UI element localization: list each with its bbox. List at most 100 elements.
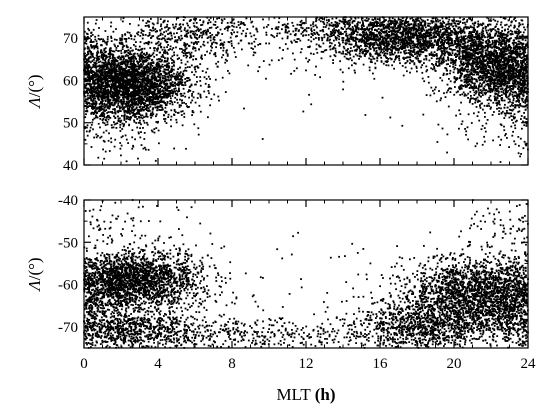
scatter-point — [113, 101, 116, 104]
scatter-point — [480, 23, 482, 26]
scatter-point — [100, 101, 102, 103]
scatter-point — [84, 99, 87, 102]
scatter-point — [412, 36, 415, 39]
scatter-point — [176, 83, 179, 85]
scatter-point — [365, 50, 367, 53]
scatter-point — [161, 79, 164, 82]
scatter-point — [369, 38, 372, 41]
scatter-point — [351, 49, 354, 52]
scatter-point — [452, 31, 454, 34]
scatter-point — [143, 61, 146, 63]
scatter-point — [449, 44, 451, 47]
scatter-point — [84, 116, 87, 119]
scatter-point — [460, 35, 463, 38]
scatter-point — [174, 75, 176, 78]
scatter-point — [331, 17, 334, 20]
scatter-point — [157, 40, 160, 43]
scatter-point — [158, 95, 161, 97]
scatter-point — [145, 58, 148, 61]
scatter-point — [120, 52, 123, 55]
scatter-point — [368, 33, 371, 36]
scatter-point — [412, 32, 415, 35]
scatter-point — [126, 59, 129, 62]
scatter-point — [118, 74, 120, 77]
scatter-point — [131, 109, 133, 112]
scatter-point — [436, 65, 439, 67]
scatter-point — [115, 95, 118, 97]
scatter-point — [172, 85, 174, 87]
scatter-point — [525, 98, 528, 101]
scatter-point — [451, 49, 454, 52]
scatter-point — [169, 85, 172, 88]
scatter-point — [376, 57, 379, 60]
scatter-point — [164, 49, 166, 52]
scatter-point — [188, 66, 191, 68]
scatter-point — [397, 55, 400, 58]
scatter-point — [139, 108, 142, 111]
scatter-point — [383, 50, 385, 53]
scatter-point — [137, 62, 139, 65]
scatter-point — [159, 88, 162, 90]
scatter-point — [129, 72, 131, 75]
scatter-point — [116, 96, 118, 99]
scatter-point — [94, 105, 97, 108]
scatter-point — [130, 67, 132, 70]
scatter-point — [338, 35, 341, 38]
scatter-point — [165, 82, 168, 85]
scatter-point — [337, 34, 339, 37]
scatter-point — [113, 79, 116, 82]
scatter-point — [156, 61, 159, 64]
scatter-point — [484, 40, 487, 43]
scatter-point — [416, 34, 419, 37]
scatter-point — [165, 68, 167, 71]
scatter-point — [118, 89, 121, 92]
scatter-point — [409, 56, 412, 58]
scatter-point — [131, 98, 134, 100]
scatter-point — [418, 35, 421, 38]
scatter-point — [152, 98, 155, 101]
scatter-point — [342, 41, 344, 44]
scatter-point — [500, 124, 503, 127]
scatter-point — [139, 60, 142, 62]
scatter-point — [431, 63, 433, 65]
scatter-point — [104, 51, 106, 54]
scatter-point — [293, 58, 296, 61]
scatter-point — [437, 47, 439, 49]
scatter-point — [524, 102, 527, 104]
scatter-point — [167, 71, 170, 74]
scatter-point — [441, 28, 444, 30]
scatter-point — [449, 42, 452, 45]
scatter-point — [413, 20, 416, 22]
scatter-point — [190, 83, 193, 86]
scatter-point — [467, 39, 470, 42]
scatter-point — [148, 82, 150, 85]
scatter-point — [144, 90, 146, 93]
scatter-point — [92, 118, 94, 121]
scatter-point — [475, 46, 478, 48]
scatter-point — [372, 19, 375, 21]
scatter-point — [416, 45, 419, 47]
scatter-point — [115, 78, 118, 80]
scatter-point — [403, 24, 406, 27]
scatter-point — [492, 18, 495, 21]
scatter-point — [85, 98, 87, 101]
scatter-point — [162, 95, 164, 98]
scatter-point — [151, 76, 154, 79]
scatter-point — [368, 38, 371, 41]
scatter-point — [148, 93, 150, 96]
scatter-point — [187, 90, 190, 93]
scatter-point — [106, 116, 108, 118]
scatter-point — [125, 59, 127, 61]
scatter-point — [109, 74, 112, 77]
scatter-point — [346, 36, 349, 39]
scatter-point — [138, 116, 141, 119]
scatter-point — [124, 71, 126, 74]
scatter-point — [404, 45, 407, 48]
scatter-point — [432, 26, 435, 29]
scatter-point — [173, 90, 176, 92]
scatter-point — [181, 81, 184, 84]
scatter-point — [130, 59, 133, 61]
scatter-point — [154, 83, 157, 86]
scatter-point — [378, 48, 381, 51]
scatter-point — [362, 23, 365, 26]
